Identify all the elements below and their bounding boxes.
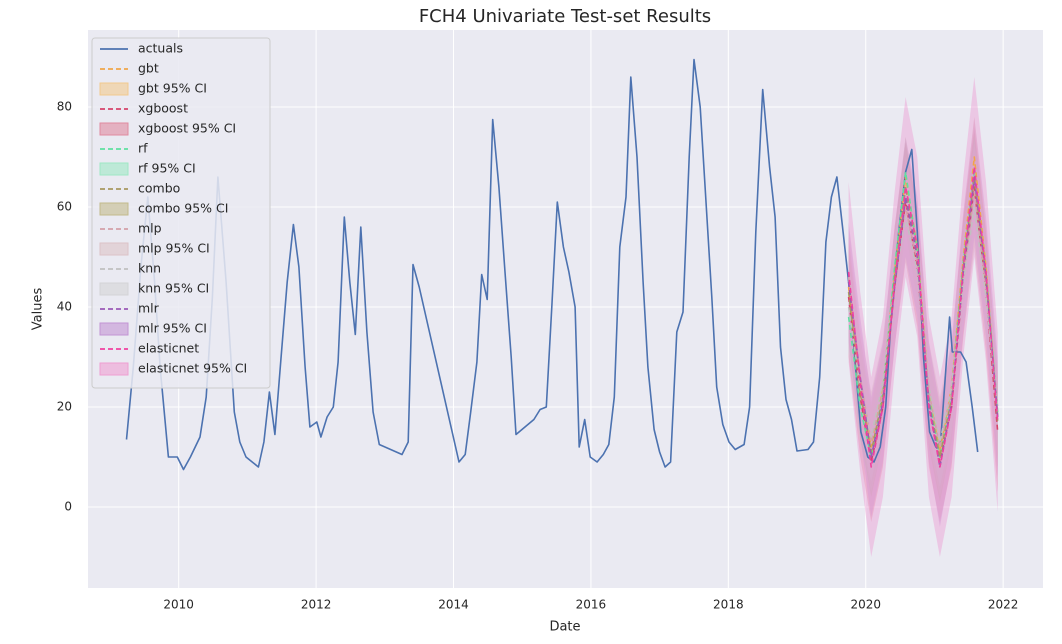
grid bbox=[88, 30, 1043, 588]
x-tick-label: 2018 bbox=[713, 598, 744, 612]
y-tick-label: 80 bbox=[57, 100, 72, 114]
legend-label: xgboost bbox=[138, 101, 188, 116]
series-line bbox=[125, 58, 979, 471]
series-line bbox=[847, 186, 999, 463]
legend-swatch bbox=[99, 122, 129, 136]
legend-swatch bbox=[99, 82, 129, 96]
axes: 2010 2012 2014 2016 2018 2020 2022 0 20 40 60 80 bbox=[57, 100, 1019, 612]
legend-label: actuals bbox=[138, 41, 183, 56]
x-tick-label: 2022 bbox=[988, 598, 1019, 612]
lines bbox=[125, 58, 999, 471]
series-line bbox=[847, 176, 999, 468]
series-line bbox=[847, 191, 999, 448]
legend-label: rf 95% CI bbox=[138, 161, 196, 176]
y-tick-label: 60 bbox=[57, 200, 72, 214]
ci-band bbox=[848, 117, 998, 492]
legend-label: elasticnet bbox=[138, 341, 199, 356]
legend-box bbox=[91, 37, 271, 389]
y-axis-label: Values bbox=[31, 288, 46, 331]
legend-swatch bbox=[99, 322, 129, 336]
legend-label: mlr bbox=[138, 301, 160, 316]
legend-label: xgboost 95% CI bbox=[138, 121, 236, 136]
legend: actuals gbt gbt 95% CI xgboost xgboost 95% C… bbox=[91, 37, 271, 389]
legend-label: knn 95% CI bbox=[138, 281, 209, 296]
legend-label: gbt 95% CI bbox=[138, 81, 207, 96]
legend-label: mlp bbox=[138, 221, 162, 236]
y-tick-label: 20 bbox=[57, 400, 72, 414]
legend-swatch bbox=[99, 282, 129, 296]
chart-title: FCH4 Univariate Test-set Results bbox=[419, 6, 711, 27]
series-line bbox=[847, 166, 999, 468]
legend-label: gbt bbox=[138, 61, 159, 76]
legend-swatch bbox=[99, 162, 129, 176]
legend-label: knn bbox=[138, 261, 161, 276]
legend-label: rf bbox=[138, 141, 148, 156]
legend-label: mlp 95% CI bbox=[138, 241, 210, 256]
y-tick-label: 40 bbox=[57, 300, 72, 314]
legend-swatch bbox=[99, 202, 129, 216]
y-tick-label: 0 bbox=[64, 500, 72, 514]
x-tick-label: 2012 bbox=[301, 598, 332, 612]
x-tick-label: 2010 bbox=[163, 598, 194, 612]
x-tick-label: 2016 bbox=[576, 598, 607, 612]
legend-swatch bbox=[99, 242, 129, 256]
legend-label: elasticnet 95% CI bbox=[138, 361, 247, 376]
legend-label: combo bbox=[138, 181, 180, 196]
legend-label: combo 95% CI bbox=[138, 201, 228, 216]
legend-swatch bbox=[99, 362, 129, 376]
x-tick-label: 2014 bbox=[438, 598, 469, 612]
x-axis-label: Date bbox=[549, 620, 580, 635]
legend-label: mlr 95% CI bbox=[138, 321, 207, 336]
x-tick-label: 2020 bbox=[850, 598, 881, 612]
